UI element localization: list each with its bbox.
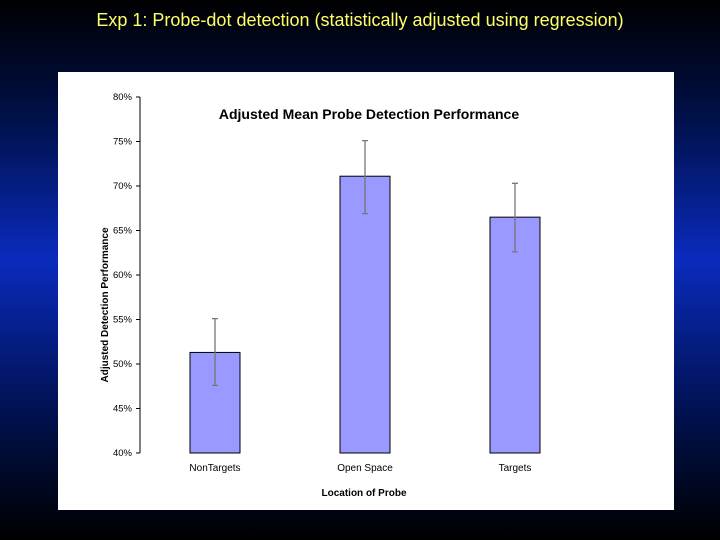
y-tick-label: 70% (113, 181, 133, 192)
chart-title: Adjusted Mean Probe Detection Performanc… (219, 106, 520, 122)
y-tick-label: 50% (113, 359, 133, 370)
chart-panel: Adjusted Mean Probe Detection Performanc… (58, 72, 674, 510)
slide-title: Exp 1: Probe-dot detection (statisticall… (96, 10, 624, 30)
x-tick-label: Targets (499, 463, 532, 474)
y-tick-label: 55% (113, 315, 133, 326)
bar-chart: Adjusted Mean Probe Detection Performanc… (100, 92, 541, 499)
category-labels: NonTargets Open Space Targets (189, 463, 531, 474)
x-tick-label: Open Space (337, 463, 393, 474)
y-tick-label: 40% (113, 448, 133, 459)
bar-targets (489, 216, 541, 454)
y-tick-label: 45% (113, 404, 133, 415)
bars (189, 139, 541, 454)
y-tick-label: 60% (113, 270, 133, 281)
error-bar (212, 317, 218, 387)
y-tick-label: 75% (113, 137, 133, 148)
y-axis-label: Adjusted Detection Performance (100, 227, 111, 382)
error-bar (362, 139, 368, 215)
y-tick-label: 80% (113, 92, 133, 103)
bar-open-space (339, 175, 391, 454)
x-axis-label: Location of Probe (322, 488, 407, 499)
y-tick-label: 65% (113, 226, 133, 237)
x-tick-label: NonTargets (189, 463, 240, 474)
y-ticks: 40% 45% 50% 55% 60% 65% 70% 75% 80% (113, 92, 140, 459)
error-bar (512, 182, 518, 253)
